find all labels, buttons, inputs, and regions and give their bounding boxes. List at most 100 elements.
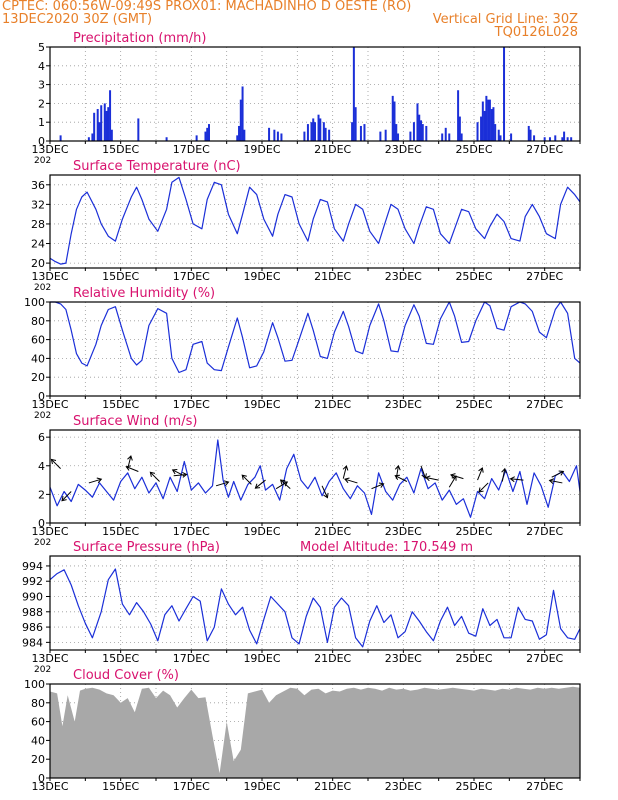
precip-bar <box>563 131 566 141</box>
precip-bar <box>98 122 101 141</box>
wind-arrow-shaft <box>172 469 185 477</box>
precip-bar <box>303 131 306 141</box>
y-tick-label: 60 <box>31 716 45 729</box>
precip-bar <box>485 95 488 141</box>
wind-arrow-shaft <box>501 468 506 482</box>
precip-bar <box>397 133 400 141</box>
precip-bar <box>487 99 490 141</box>
panel-frame <box>49 46 581 142</box>
precip-bar <box>393 101 396 141</box>
wind-arrow-head <box>61 496 67 502</box>
y-tick-label: 80 <box>31 315 45 328</box>
precip-bar <box>458 116 461 141</box>
y-tick-label: 40 <box>31 352 45 365</box>
x-year-label: 202 <box>34 283 51 293</box>
wind-arrow <box>548 478 563 484</box>
y-tick-label: 36 <box>31 179 45 192</box>
x-tick-label: 27DEC <box>526 652 563 665</box>
header-date: 13DEC2020 30Z (GMT) <box>2 12 153 27</box>
precip-bar <box>310 122 313 141</box>
x-tick-label: 23DEC <box>385 525 422 538</box>
precip-bar <box>416 103 419 141</box>
y-tick-label: 6 <box>38 431 45 444</box>
precip-bar <box>322 122 325 141</box>
wind-arrow-shaft <box>344 478 358 484</box>
x-tick-label: 17DEC <box>173 398 210 411</box>
y-tick-label: 5 <box>38 41 45 54</box>
precip-bar <box>243 129 246 141</box>
precip-bar <box>312 118 315 141</box>
precip-bar <box>100 105 103 141</box>
y-tick-label: 20 <box>31 753 45 766</box>
y-tick-label: 3 <box>38 79 45 92</box>
precip-bar <box>499 135 502 141</box>
cloud-cover-area <box>50 686 580 778</box>
wind-arrow <box>342 465 349 479</box>
precip-bar <box>483 110 486 141</box>
y-tick-label: 988 <box>22 606 43 619</box>
wind-arrow <box>478 482 489 493</box>
x-tick-label: 13DEC <box>31 780 68 793</box>
precip-bar <box>481 101 484 141</box>
wind-arrow-shaft <box>51 459 61 469</box>
wind-arrow-shaft <box>450 474 464 480</box>
x-year-label: 202 <box>34 665 51 675</box>
panel-relative-humidity: Relative Humidity (%) 0 20 40 60 80 100 13DEC 15… <box>24 286 581 421</box>
precip-bar <box>314 122 316 141</box>
precip-bar <box>488 99 491 141</box>
wind-arrow-head <box>241 474 247 480</box>
panel-title: Surface Wind (m/s) <box>73 414 197 429</box>
y-tick-label: 32 <box>31 198 45 211</box>
wind-arrow <box>420 465 427 479</box>
x-tick-label: 15DEC <box>102 270 139 283</box>
precip-bar <box>457 90 460 141</box>
precip-bar <box>137 118 140 141</box>
wind-arrow <box>501 467 507 482</box>
precip-bar <box>241 86 244 141</box>
panel-frame <box>49 301 581 397</box>
x-tick-label: 13DEC <box>31 525 68 538</box>
wind-arrow-shaft <box>321 485 328 498</box>
wind-arrow <box>254 479 266 489</box>
y-tick-label: 4 <box>38 460 45 473</box>
precip-bar <box>570 137 573 141</box>
y-tick-label: 2 <box>38 488 45 501</box>
x-tick-label: 21DEC <box>314 270 351 283</box>
y-tick-label: 24 <box>31 238 45 251</box>
x-tick-label: 13DEC <box>31 143 68 156</box>
wind-arrow-head <box>501 467 507 474</box>
precip-bar <box>444 127 447 141</box>
precip-bar <box>328 129 331 141</box>
precip-bar <box>492 107 495 141</box>
wind-arrow-shaft <box>342 465 347 479</box>
panel-precipitation-mm-h: Precipitation (mm/h) 0 1 2 3 4 5 13DEC 15DEC 17DE… <box>31 31 581 166</box>
x-tick-label: 19DEC <box>243 270 280 283</box>
precip-bar <box>59 135 62 141</box>
wind-arrow-shaft <box>478 482 489 493</box>
wind-arrow-head <box>127 455 133 461</box>
x-tick-label: 27DEC <box>526 780 563 793</box>
precip-bar <box>208 124 210 141</box>
wind-arrow-head <box>378 482 385 488</box>
header-title: CPTEC: 060:56W-09:49S PROX01: MACHADINHO… <box>2 0 412 14</box>
y-tick-label: 990 <box>22 591 43 604</box>
wind-arrow <box>344 477 358 484</box>
x-tick-label: 13DEC <box>31 398 68 411</box>
panel-frame <box>49 555 581 651</box>
precip-bar <box>497 129 500 141</box>
wind-arrow-shaft <box>371 483 384 490</box>
wind-arrow-head <box>96 477 103 484</box>
wind-arrow <box>125 465 139 472</box>
wind-arrow-head <box>223 480 230 486</box>
x-tick-label: 25DEC <box>455 652 492 665</box>
precip-bar <box>510 133 513 141</box>
wind-arrow-head <box>450 473 456 479</box>
y-tick-label: 0 <box>38 517 45 530</box>
wind-arrow-shaft <box>149 471 160 482</box>
wind-arrow-shaft <box>420 465 426 479</box>
x-tick-label: 21DEC <box>314 398 351 411</box>
x-tick-label: 19DEC <box>243 652 280 665</box>
wind-arrow-shaft <box>551 470 564 478</box>
panel-title: Surface Temperature (nC) <box>73 159 241 174</box>
x-tick-label: 13DEC <box>31 652 68 665</box>
